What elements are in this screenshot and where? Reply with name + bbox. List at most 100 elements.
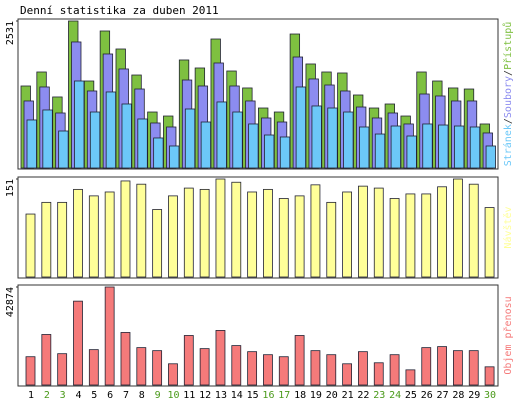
bar (454, 125, 465, 169)
bar (25, 356, 36, 386)
bar (137, 118, 148, 169)
x-tick-label: 20 (326, 390, 338, 401)
bar (105, 91, 117, 169)
bar (374, 133, 386, 169)
bar (26, 119, 37, 169)
bar (437, 346, 447, 386)
bar (152, 209, 163, 278)
legend-separator: / (503, 70, 514, 76)
bar (468, 183, 479, 278)
x-tick-label: 28 (452, 390, 464, 401)
panel-frame (17, 284, 499, 387)
bar (294, 195, 305, 278)
x-tick-label: 10 (167, 390, 179, 401)
bar (453, 178, 463, 278)
bar (73, 188, 83, 278)
x-tick-label: 4 (75, 390, 81, 401)
bar (152, 350, 163, 386)
bar (74, 80, 85, 169)
bar (183, 335, 194, 386)
bar (343, 111, 354, 169)
y-tick-label: 151 (5, 179, 16, 197)
bar (421, 193, 432, 278)
bar (199, 348, 210, 386)
x-tick-label: 13 (215, 390, 227, 401)
x-tick-label: 23 (373, 390, 385, 401)
x-tick-label: 9 (155, 390, 161, 401)
bar (136, 347, 147, 386)
legend-entry: Soubory (503, 76, 514, 118)
x-tick-label: 11 (183, 390, 195, 401)
x-tick-label: 8 (139, 390, 145, 401)
legend-entry: Stránek (502, 124, 514, 166)
x-tick-label: 12 (199, 390, 211, 401)
bar (58, 130, 69, 169)
bar (405, 193, 416, 278)
legend-entry: Objem přenosu (502, 296, 514, 374)
bar (88, 349, 99, 386)
bar (168, 195, 178, 278)
bar (326, 201, 337, 278)
bar (342, 191, 353, 278)
bar (484, 366, 495, 386)
x-tick-label: 26 (421, 390, 433, 401)
bar (136, 183, 147, 278)
bar (215, 178, 226, 278)
bar (247, 351, 258, 386)
y-tick-label: 42874 (5, 287, 16, 317)
bar (421, 347, 432, 386)
bar (342, 363, 353, 386)
bar (184, 108, 196, 169)
bar (358, 185, 368, 278)
x-tick-label: 25 (405, 390, 417, 401)
panel-frame (17, 18, 499, 170)
bar (310, 350, 321, 386)
bar (248, 123, 259, 169)
bar (373, 187, 384, 278)
bar (438, 124, 449, 169)
bar (73, 300, 83, 386)
legend: Stránek/Soubory/Přístupů (502, 22, 514, 167)
x-tick-label: 14 (231, 390, 243, 401)
x-tick-label: 3 (60, 390, 66, 401)
x-tick-label: 18 (294, 390, 306, 401)
bar (263, 188, 273, 278)
bar (469, 126, 481, 169)
x-tick-label: 6 (107, 390, 113, 401)
bar (57, 201, 68, 278)
bar (183, 187, 194, 278)
legend: Návštěv (502, 206, 514, 248)
bar (468, 350, 479, 386)
bar (120, 332, 131, 386)
x-tick-label: 27 (437, 390, 449, 401)
bar (358, 351, 368, 386)
bar (199, 188, 210, 278)
legend-entry: Návštěv (502, 206, 514, 248)
chart-title: Denní statistika za duben 2011 (20, 4, 219, 17)
x-tick-label: 29 (468, 390, 480, 401)
bar (41, 334, 52, 386)
bar (278, 198, 289, 278)
panel-frame (17, 176, 499, 279)
x-tick-label: 21 (342, 390, 354, 401)
bar (278, 356, 289, 386)
bar (89, 111, 101, 169)
bar (327, 107, 338, 169)
legend-entry: Přístupů (502, 22, 514, 70)
bar (104, 191, 115, 278)
x-tick-label: 1 (28, 390, 34, 401)
bar (88, 195, 99, 278)
bar (310, 184, 321, 278)
bar (232, 111, 243, 169)
bar (422, 123, 433, 169)
x-tick-label: 19 (310, 390, 322, 401)
bar (485, 145, 496, 169)
x-tick-label: 15 (247, 390, 259, 401)
x-tick-label: 30 (484, 390, 496, 401)
bar (264, 134, 275, 169)
bar (311, 105, 322, 169)
x-tick-label: 7 (123, 390, 129, 401)
bar (263, 354, 273, 386)
bar (279, 136, 291, 169)
